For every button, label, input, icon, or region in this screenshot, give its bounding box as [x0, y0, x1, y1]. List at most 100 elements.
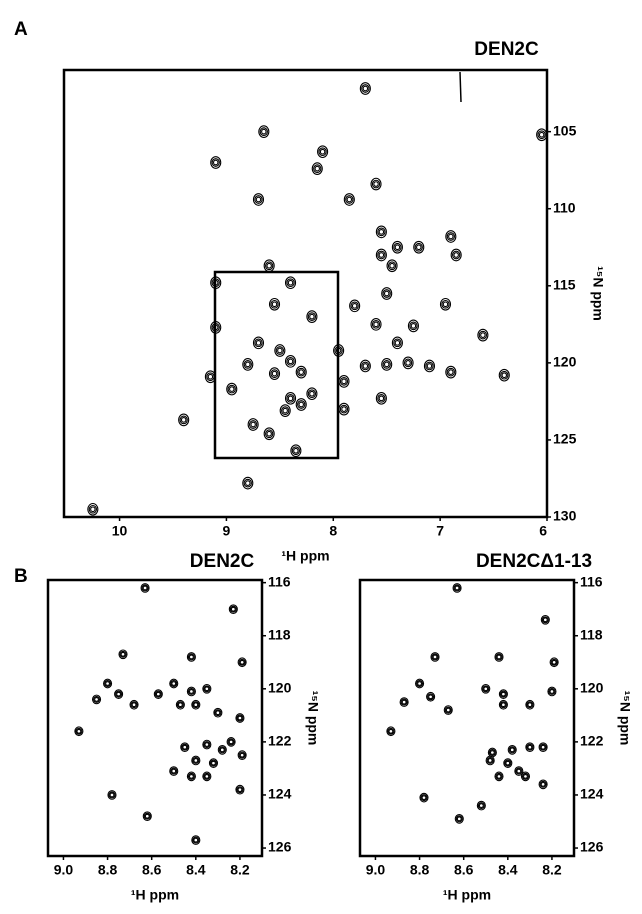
contour — [271, 370, 278, 377]
contour — [333, 344, 345, 357]
contour — [187, 688, 195, 695]
panel-label: A — [14, 19, 28, 40]
contour — [444, 706, 452, 714]
contour — [454, 585, 460, 591]
y-tick-label: 130 — [553, 508, 577, 524]
contour — [317, 145, 329, 159]
peak — [169, 766, 179, 776]
contour — [169, 678, 179, 689]
contour — [235, 713, 245, 723]
contour — [211, 158, 220, 167]
contour — [237, 657, 247, 668]
contour — [286, 393, 295, 403]
contour — [239, 659, 245, 665]
chart-title: DEN2C — [190, 551, 255, 572]
contour — [335, 347, 342, 354]
contour — [245, 361, 251, 368]
contour — [314, 165, 321, 172]
peak — [228, 604, 238, 615]
peak — [247, 418, 259, 431]
contour — [75, 727, 83, 735]
x-tick-label: 8.4 — [498, 862, 518, 878]
contour — [443, 705, 453, 715]
contour — [169, 766, 179, 776]
y-tick-label: 122 — [268, 733, 292, 749]
contour — [387, 261, 397, 271]
contour — [252, 336, 265, 350]
peak — [549, 657, 559, 668]
contour — [188, 654, 194, 660]
contour — [282, 407, 288, 414]
peak — [349, 299, 361, 313]
y-tick-label: 116 — [268, 573, 291, 589]
contour — [452, 250, 461, 260]
contour — [498, 689, 508, 699]
contour — [455, 815, 463, 823]
contour — [211, 760, 216, 766]
contour — [391, 336, 403, 350]
contour — [445, 365, 457, 379]
contour — [311, 162, 323, 175]
peak — [268, 367, 281, 381]
peak — [419, 792, 429, 803]
contour — [495, 772, 503, 780]
contour — [359, 82, 371, 95]
y-tick-label: 124 — [268, 786, 292, 802]
contour — [227, 738, 235, 746]
contour — [193, 702, 199, 708]
peak — [295, 365, 307, 379]
contour — [297, 400, 306, 409]
peak — [107, 790, 117, 800]
peak — [338, 375, 350, 388]
peak — [538, 779, 548, 790]
peak — [498, 689, 508, 699]
peak — [242, 358, 254, 371]
contour — [382, 289, 391, 298]
peak — [202, 771, 212, 782]
peak — [235, 713, 245, 723]
contour — [539, 743, 547, 751]
contour — [245, 480, 251, 486]
y-tick-label: 118 — [580, 626, 603, 642]
contour — [339, 404, 349, 414]
contour — [373, 321, 379, 328]
contour — [263, 427, 275, 441]
contour — [547, 686, 557, 697]
contour — [538, 779, 548, 790]
contour — [371, 319, 381, 329]
contour — [91, 694, 102, 705]
contour — [175, 699, 185, 710]
contour — [496, 773, 502, 779]
contour — [281, 406, 290, 415]
contour — [526, 743, 534, 751]
contour — [76, 728, 82, 734]
contour — [481, 683, 491, 694]
contour — [420, 794, 428, 802]
peak — [191, 699, 201, 710]
peak — [217, 744, 227, 755]
contour — [431, 653, 439, 661]
peak — [306, 310, 318, 323]
contour — [207, 373, 214, 380]
contour — [456, 816, 462, 822]
contour — [192, 757, 200, 764]
x-tick-label: 8 — [329, 523, 337, 539]
contour — [115, 690, 123, 698]
contour — [401, 699, 407, 705]
contour — [293, 447, 299, 454]
contour — [212, 159, 219, 166]
contour — [193, 837, 199, 843]
peak — [180, 742, 190, 753]
peak — [399, 697, 409, 707]
contour — [410, 323, 417, 329]
contour — [377, 250, 386, 260]
peak — [439, 297, 452, 311]
contour — [345, 195, 354, 204]
contour — [287, 358, 294, 365]
y-tick-label: 122 — [580, 733, 604, 749]
peak — [114, 689, 124, 699]
contour — [386, 259, 398, 273]
peak — [295, 398, 307, 411]
peak — [284, 276, 297, 290]
contour — [425, 361, 434, 371]
